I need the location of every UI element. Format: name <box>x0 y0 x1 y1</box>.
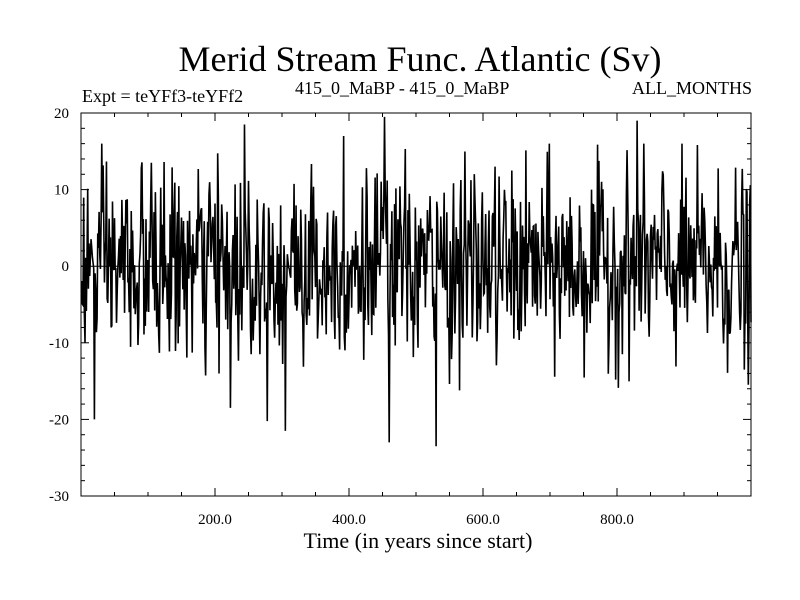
x-tick-label: 600.0 <box>466 512 500 528</box>
x-tick-label: 200.0 <box>198 512 232 528</box>
y-tick-label: 10 <box>54 183 69 199</box>
chart-title: Merid Stream Func. Atlantic (Sv) <box>178 39 662 79</box>
y-tick-label: 0 <box>62 259 70 275</box>
period-label: 415_0_MaBP - 415_0_MaBP <box>295 78 510 98</box>
y-tick-label: -10 <box>49 336 69 352</box>
series-line <box>80 116 752 447</box>
y-tick-label: -30 <box>49 489 69 505</box>
x-tick-label: 400.0 <box>332 512 366 528</box>
experiment-label: Expt = teYFf3-teYFf2 <box>82 86 244 106</box>
x-axis-label: Time (in years since start) <box>303 528 533 553</box>
months-label: ALL_MONTHS <box>632 78 752 98</box>
x-tick-label: 800.0 <box>600 512 634 528</box>
y-tick-label: 20 <box>54 106 69 122</box>
y-tick-label: -20 <box>49 412 69 428</box>
